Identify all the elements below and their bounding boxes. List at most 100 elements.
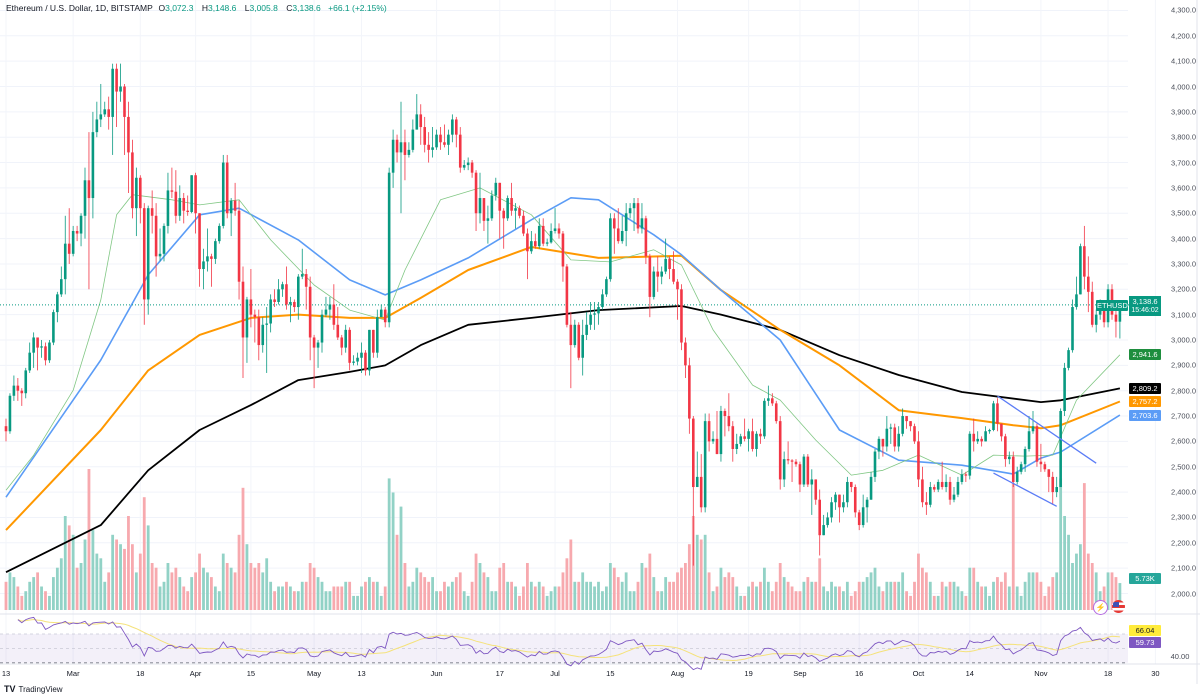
volume-bar (1003, 572, 1007, 610)
candle-body (988, 429, 991, 432)
volume-bar (1082, 483, 1086, 610)
candle (664, 238, 667, 275)
candle (474, 170, 478, 231)
candle (932, 484, 936, 493)
volume-bar (134, 572, 138, 610)
candle (605, 276, 608, 297)
volume-bar (352, 595, 355, 610)
candle (790, 459, 794, 482)
volume-bar (956, 586, 960, 610)
volume-bar (348, 581, 352, 610)
volume-bar (731, 577, 735, 610)
candle (20, 388, 24, 406)
candle (506, 195, 509, 221)
candle (1094, 309, 1098, 333)
candle (577, 322, 581, 361)
trendlines[interactable] (993, 395, 1097, 507)
open-value: 3,072.3 (165, 3, 194, 13)
volume-bar (924, 572, 928, 610)
lightning-icon[interactable]: ⚡ (1093, 600, 1108, 615)
candle-body (518, 208, 521, 216)
ma-value-tag: 2,703.6 (1129, 409, 1161, 421)
candle-body (300, 274, 304, 277)
low-value: 3,005.8 (249, 3, 278, 13)
candle-body (526, 233, 529, 252)
volume-bar (194, 572, 197, 610)
candle (699, 454, 703, 513)
candle (984, 426, 987, 442)
candle-body (186, 210, 189, 212)
candle-body (755, 433, 758, 450)
volume-bar (873, 567, 877, 610)
volume-bar (210, 577, 213, 610)
volume-bar (968, 567, 972, 610)
candle-body (976, 438, 979, 442)
trendline[interactable] (997, 395, 1097, 464)
candle-body (1087, 276, 1090, 292)
candle-body (60, 279, 63, 295)
candle-body (680, 289, 683, 343)
volume-bar (529, 581, 533, 610)
candle (162, 223, 166, 262)
candle (48, 340, 51, 363)
candle-body (782, 459, 786, 480)
candle (901, 408, 904, 437)
candle (988, 428, 991, 434)
candle-body (1055, 487, 1058, 493)
price-tick-label: 4,200.0 (1170, 31, 1196, 41)
candle-body (711, 438, 715, 442)
time-tick-label: 13 (1, 669, 11, 678)
volume-bar (980, 586, 984, 610)
volume-bar (107, 572, 111, 610)
volume-bar (79, 563, 83, 610)
volume-bar (375, 581, 379, 610)
volume-bar (443, 581, 446, 610)
volume-bar (976, 581, 980, 610)
candle (328, 296, 332, 320)
candle (976, 431, 979, 444)
candle (537, 218, 541, 249)
volume-bar (490, 591, 494, 610)
price-tick-label: 3,700.0 (1170, 158, 1196, 168)
volume-bar (91, 530, 95, 610)
volume-bar (952, 581, 956, 610)
candle (166, 172, 170, 234)
candle (1023, 446, 1027, 472)
candle-body (1000, 423, 1003, 437)
candle-body (774, 403, 778, 422)
candle-body (585, 324, 588, 335)
candle (135, 167, 138, 237)
candle (44, 342, 47, 366)
candle-body (648, 256, 652, 297)
candle (759, 428, 762, 444)
volume-bar (478, 563, 482, 610)
candle (865, 497, 869, 523)
trendline[interactable] (993, 472, 1058, 507)
volume-bar (229, 567, 233, 610)
candle (67, 208, 71, 264)
candle (427, 132, 430, 163)
price-tick-label: 3,100.0 (1170, 310, 1196, 320)
candle (889, 423, 893, 444)
symbol-title[interactable]: Ethereum / U.S. Dollar, 1D, BITSTAMP (6, 3, 153, 13)
candle (715, 410, 719, 455)
us-flag-icon[interactable] (1112, 600, 1125, 613)
volume-bar (498, 567, 502, 610)
candle-body (344, 329, 347, 348)
volume-bar (316, 577, 320, 610)
volume-bar (695, 534, 699, 610)
candle (229, 198, 233, 237)
candle (703, 413, 707, 513)
volume-bar (368, 577, 371, 610)
candle (107, 96, 110, 130)
volume-bar (865, 577, 869, 610)
candle-body (620, 230, 624, 242)
tradingview-logo[interactable]: TV TradingView (4, 684, 63, 694)
candle-body (530, 241, 533, 252)
candle-body (636, 203, 640, 229)
volume-bar (178, 577, 182, 610)
time-tick-label: 15 (606, 669, 615, 678)
candle (332, 284, 336, 330)
volume-bar (834, 586, 837, 610)
